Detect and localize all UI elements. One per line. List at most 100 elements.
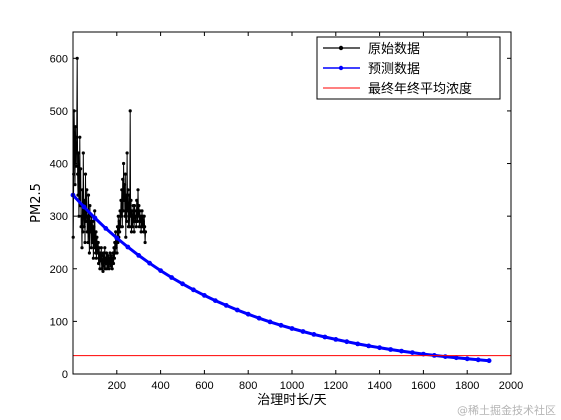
data-point <box>333 337 339 342</box>
data-point <box>73 183 77 187</box>
data-point <box>135 209 139 213</box>
data-point <box>143 225 147 229</box>
legend-label-predicted: 预测数据 <box>368 62 420 77</box>
series-layer <box>70 56 511 364</box>
data-point <box>126 188 130 192</box>
data-point <box>87 251 91 255</box>
x-tick-label: 2000 <box>499 380 523 392</box>
data-point <box>136 188 140 192</box>
data-point <box>377 345 382 351</box>
data-point <box>121 177 125 181</box>
data-point <box>122 198 126 202</box>
data-point <box>117 219 121 223</box>
data-point <box>125 151 129 155</box>
data-point <box>119 198 123 202</box>
data-point <box>124 193 128 197</box>
data-point <box>102 259 106 263</box>
data-point <box>110 256 114 260</box>
data-point <box>180 281 185 287</box>
x-tick-label: 200 <box>108 380 126 392</box>
data-point <box>114 235 120 241</box>
y-tick-label: 0 <box>62 369 68 381</box>
data-point <box>86 193 91 197</box>
data-point <box>76 193 80 197</box>
x-tick-label: 1000 <box>280 380 304 392</box>
data-point <box>158 268 164 273</box>
data-point <box>300 329 306 334</box>
data-point <box>212 298 218 303</box>
data-point <box>141 219 145 223</box>
data-point <box>109 264 113 268</box>
data-point <box>118 209 122 213</box>
data-point <box>136 219 140 223</box>
data-point <box>147 260 153 266</box>
legend-label-original: 原始数据 <box>368 42 420 57</box>
data-point <box>85 188 89 192</box>
data-point <box>83 172 88 176</box>
data-point <box>116 240 120 245</box>
data-point <box>104 251 109 255</box>
data-point <box>87 225 91 229</box>
x-tick-label: 400 <box>151 380 169 392</box>
data-point <box>410 350 415 355</box>
data-point <box>223 303 229 308</box>
x-tick-label: 1800 <box>455 380 479 392</box>
data-point <box>81 151 85 155</box>
data-point <box>143 230 148 234</box>
data-point <box>81 204 87 210</box>
data-point <box>93 240 97 245</box>
data-point <box>97 246 101 250</box>
data-point <box>122 183 127 187</box>
data-point <box>93 209 97 213</box>
data-point <box>83 198 87 202</box>
data-point <box>124 235 128 239</box>
data-point <box>125 209 130 213</box>
data-point <box>322 334 328 340</box>
data-point <box>121 209 125 213</box>
data-point <box>104 256 108 260</box>
data-point <box>256 315 262 321</box>
data-point <box>130 209 134 213</box>
data-point <box>119 214 123 218</box>
data-point <box>133 209 137 213</box>
data-point <box>169 275 175 280</box>
data-point <box>75 56 79 60</box>
data-point <box>79 214 84 218</box>
data-point <box>139 230 143 234</box>
data-point <box>140 209 144 213</box>
data-point <box>130 225 134 229</box>
data-point <box>118 230 122 234</box>
data-point <box>73 125 77 129</box>
data-point <box>129 198 133 202</box>
data-point <box>98 251 102 255</box>
x-tick-label: 1400 <box>367 380 391 392</box>
data-point <box>122 161 126 166</box>
data-point <box>137 204 141 208</box>
data-point <box>129 214 133 218</box>
data-point <box>134 225 138 229</box>
data-point <box>191 287 196 293</box>
data-point <box>96 240 100 245</box>
data-point <box>92 225 96 229</box>
data-point <box>101 251 105 255</box>
data-point <box>115 225 120 229</box>
data-point <box>104 261 108 266</box>
data-point <box>89 219 93 223</box>
data-point <box>110 267 114 271</box>
data-point <box>91 256 95 260</box>
data-point <box>78 135 82 139</box>
data-point <box>84 219 88 223</box>
data-point <box>111 251 115 255</box>
data-point <box>77 214 81 218</box>
data-point <box>114 230 118 234</box>
data-point <box>128 109 132 113</box>
data-point <box>123 172 127 176</box>
data-point <box>107 267 111 271</box>
data-point <box>112 256 116 260</box>
data-point <box>131 219 135 223</box>
data-point <box>105 267 109 271</box>
data-point <box>143 240 147 245</box>
x-tick-label: 1200 <box>324 380 348 392</box>
data-point <box>79 167 83 171</box>
data-point <box>107 256 111 260</box>
